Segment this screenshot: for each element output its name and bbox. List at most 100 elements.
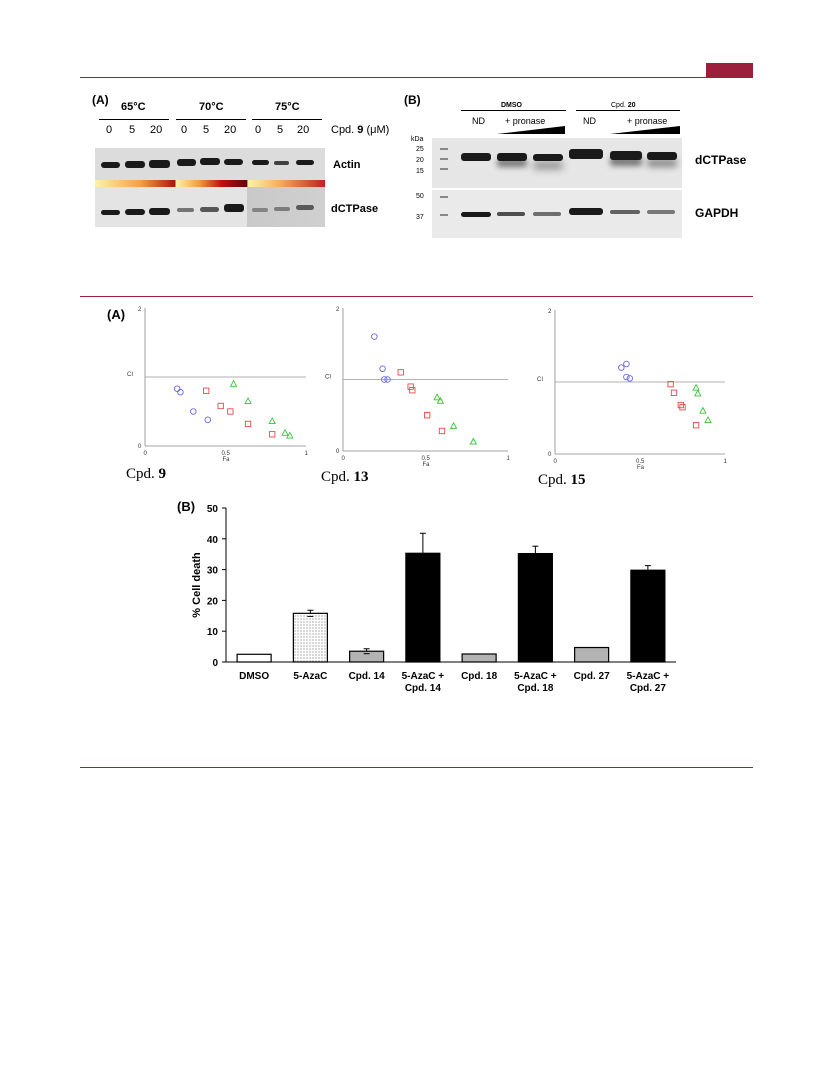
band-dctpase-2: [125, 209, 145, 215]
temp-label-65: 65°C: [121, 101, 146, 113]
pronase-wedges: [497, 126, 680, 134]
ci-y-axis-label: CI: [325, 375, 331, 381]
figure1-panel-b-label: (B): [404, 93, 421, 107]
dose-5a: 5: [129, 124, 136, 136]
ci-point-triangle: [281, 428, 289, 436]
band-b-dctpase-4: [569, 149, 603, 159]
band-dctpase-9: [296, 205, 314, 210]
ci-point-square: [667, 381, 674, 388]
band-dctpase-3: [149, 208, 170, 215]
band-dctpase-5: [200, 207, 219, 212]
bar-y-tick-label: 20: [207, 596, 219, 607]
ci-x-tick: 1: [305, 451, 309, 457]
dose-0b: 0: [181, 124, 188, 136]
ci-point-triangle: [436, 396, 445, 404]
ci-y-axis-label: CI: [537, 377, 543, 383]
heat-strip: [95, 180, 325, 187]
bar-y-axis-label: % Cell death: [191, 552, 203, 618]
figure1-panel-a-label: (A): [92, 93, 109, 107]
ci-point-circle: [384, 376, 391, 383]
band-actin-2: [125, 161, 145, 168]
header-accent-bar: [706, 63, 753, 77]
band-b-gapdh-5: [610, 210, 640, 214]
dose-label-cpd: 9: [357, 124, 364, 136]
ci-point-triangle: [692, 383, 700, 391]
ci-point-triangle: [229, 379, 238, 387]
ci-x-tick: 1: [507, 456, 511, 462]
ci-point-circle: [190, 408, 197, 415]
ci-point-square: [438, 427, 446, 435]
blot-b-top: [432, 138, 682, 188]
dose-label: Cpd. 9 (μM): [331, 124, 389, 136]
ci-point-square: [677, 401, 684, 409]
group-label-cpd20: Cpd. 20: [611, 102, 636, 109]
temp-underline-70: [176, 119, 246, 120]
row-label-dctpase-a: dCTPase: [331, 203, 379, 215]
ci-point-square: [679, 404, 686, 411]
ci-point-circle: [379, 365, 386, 373]
dose-5b: 5: [203, 124, 210, 136]
bar-category-label: 5-AzaC +: [514, 671, 557, 682]
lane-pronase-1: + pronase: [505, 116, 546, 126]
bar-y-tick-label: 0: [212, 658, 218, 669]
group-label-dmso: DMSO: [501, 102, 522, 109]
band-dctpase-4: [177, 208, 194, 212]
figure2-panel-b-label: (B): [177, 499, 196, 514]
marker-20: 20: [416, 157, 424, 164]
band-b-gapdh-4: [569, 208, 603, 215]
bar-category-label: 5-AzaC +: [402, 671, 445, 682]
pronase-wedge-cpd20: [610, 126, 680, 134]
ci-point-square: [409, 387, 416, 394]
band-b-dctpase-1: [461, 153, 491, 161]
ci-point-square: [692, 422, 700, 429]
band-b-gapdh-2: [497, 212, 525, 216]
figure2-panel-a-label: (A): [107, 307, 126, 322]
caption-cpd13-number: 13: [353, 469, 369, 485]
bar-y-tick-label: 50: [207, 504, 219, 515]
bar-category-label: Cpd. 14: [349, 671, 386, 682]
ci-point-square: [203, 387, 210, 394]
band-actin-4: [177, 159, 196, 166]
ci-y-axis-label: CI: [127, 372, 133, 378]
ci-point-circle: [618, 364, 625, 371]
lane-pronase-2: + pronase: [627, 116, 668, 126]
band-dctpase-8: [274, 207, 290, 211]
band-actin-1: [101, 162, 120, 168]
ci-point-square: [397, 369, 404, 376]
bar: [292, 612, 328, 663]
marker-25: 25: [416, 146, 424, 153]
caption-cpd9: Cpd. 9: [126, 466, 166, 483]
marker-37: 37: [416, 214, 424, 221]
dose-0c: 0: [255, 124, 262, 136]
ci-x-tick: 1: [724, 459, 728, 465]
ci-point-square: [424, 412, 431, 419]
bar: [517, 552, 553, 663]
ci-point-triangle: [694, 389, 702, 397]
section-rule-1: [80, 296, 753, 297]
dose-0a: 0: [106, 124, 113, 136]
header-rule: [80, 77, 753, 78]
ci-point-square: [244, 420, 252, 428]
ci-point-circle: [173, 385, 181, 392]
temp-label-75: 75°C: [275, 101, 300, 113]
band-dctpase-6: [224, 204, 244, 212]
band-actin-8: [274, 161, 289, 165]
row-label-actin: Actin: [333, 159, 361, 171]
ci-x-axis-label: Fa: [637, 465, 645, 471]
kda-label: kDa: [411, 136, 424, 143]
group-underline-cpd20: [576, 110, 680, 111]
temp-label-70: 70°C: [199, 101, 224, 113]
ci-y-tick: 0: [138, 444, 142, 450]
bar-category-label: Cpd. 18: [517, 683, 554, 694]
bar: [405, 552, 441, 663]
ladder-bottom: [440, 196, 448, 220]
bar: [630, 569, 666, 663]
ci-y-tick: 0: [548, 452, 552, 458]
ci-point-triangle: [268, 417, 276, 425]
bar-category-label: 5-AzaC +: [627, 671, 670, 682]
ci-y-tick: 2: [138, 307, 142, 313]
ci-plots: 2 0 CI 0 0.5 1 Fa 2 0 CI 0 0.5 1 Fa 2 0 CI 0 0.5 1 Fa: [127, 307, 728, 471]
bar: [236, 653, 272, 663]
ladder-top: [440, 148, 448, 178]
ci-x-tick: 0: [342, 456, 346, 462]
